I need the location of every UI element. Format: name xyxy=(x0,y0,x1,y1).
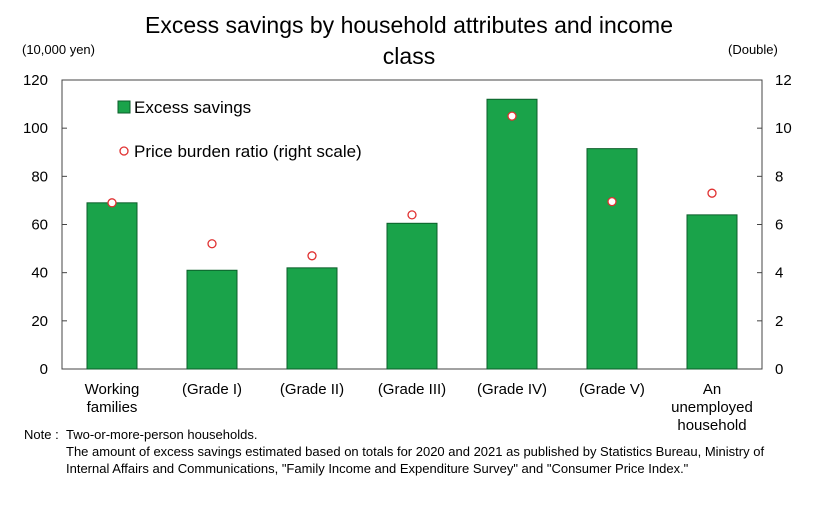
left-tick-label: 40 xyxy=(31,265,48,282)
chart-title: Excess savings by household attributes a… xyxy=(0,10,818,72)
left-tick-label: 0 xyxy=(40,361,48,378)
legend-label-excess-savings: Excess savings xyxy=(134,98,251,117)
bar-excess-savings xyxy=(286,267,338,370)
category-label-line: An xyxy=(703,381,721,398)
title-line-1: Excess savings by household attributes a… xyxy=(144,12,674,38)
category-label: (Grade I) xyxy=(182,381,242,398)
category-label-line: household xyxy=(677,417,746,434)
right-tick-label: 4 xyxy=(775,265,783,282)
left-tick-label: 100 xyxy=(23,120,48,137)
category-label-line: (Grade I) xyxy=(182,381,242,398)
note-prefix: Note : xyxy=(24,427,59,442)
category-label-line: (Grade V) xyxy=(579,381,645,398)
note-line-1: Two-or-more-person households. xyxy=(66,427,258,442)
left-axis-unit: (10,000 yen) xyxy=(22,42,95,57)
marker-price-burden-ratio xyxy=(207,239,217,249)
bar-excess-savings xyxy=(686,214,738,370)
left-tick-label: 20 xyxy=(31,313,48,330)
category-label-line: families xyxy=(87,399,138,416)
right-tick-label: 2 xyxy=(775,313,783,330)
category-label: (Grade V) xyxy=(579,381,645,398)
category-label: An unemployed household xyxy=(671,381,753,434)
left-tick-label: 60 xyxy=(31,217,48,234)
marker-price-burden-ratio xyxy=(707,188,717,198)
category-label: Working families xyxy=(85,381,140,416)
marker-price-burden-ratio xyxy=(607,196,617,207)
category-label-line: (Grade III) xyxy=(378,381,446,398)
category-label-line: unemployed xyxy=(671,399,753,416)
bar-excess-savings xyxy=(86,202,138,370)
category-label: (Grade IV) xyxy=(477,381,547,398)
bar-excess-savings xyxy=(586,148,638,370)
marker-price-burden-ratio xyxy=(407,210,417,220)
marker-price-burden-ratio xyxy=(107,198,117,208)
marker-price-burden-ratio xyxy=(307,251,317,261)
category-label-line: (Grade II) xyxy=(280,381,344,398)
category-label: (Grade III) xyxy=(378,381,446,398)
title-line-2: class xyxy=(382,43,436,69)
right-tick-label: 12 xyxy=(775,72,792,89)
marker-price-burden-ratio xyxy=(507,111,517,121)
right-tick-label: 8 xyxy=(775,168,783,185)
chart-notes: Note : Two-or-more-person households. Th… xyxy=(24,426,804,477)
legend-swatch-price-burden-ratio xyxy=(119,146,129,156)
category-label-line: Working xyxy=(85,381,140,398)
left-tick-label: 80 xyxy=(31,168,48,185)
right-tick-label: 6 xyxy=(775,217,783,234)
bar-excess-savings xyxy=(386,222,438,370)
right-tick-label: 0 xyxy=(775,361,783,378)
category-label: (Grade II) xyxy=(280,381,344,398)
category-label-line: (Grade IV) xyxy=(477,381,547,398)
bar-excess-savings xyxy=(486,98,538,370)
legend-label-price-burden-ratio: Price burden ratio (right scale) xyxy=(134,142,362,161)
right-tick-label: 10 xyxy=(775,120,792,137)
legend-swatch-excess-savings xyxy=(117,100,131,114)
bar-excess-savings xyxy=(186,269,238,370)
right-axis-unit: (Double) xyxy=(728,42,778,57)
note-line-2: The amount of excess savings estimated b… xyxy=(66,444,765,476)
left-tick-label: 120 xyxy=(23,72,48,89)
